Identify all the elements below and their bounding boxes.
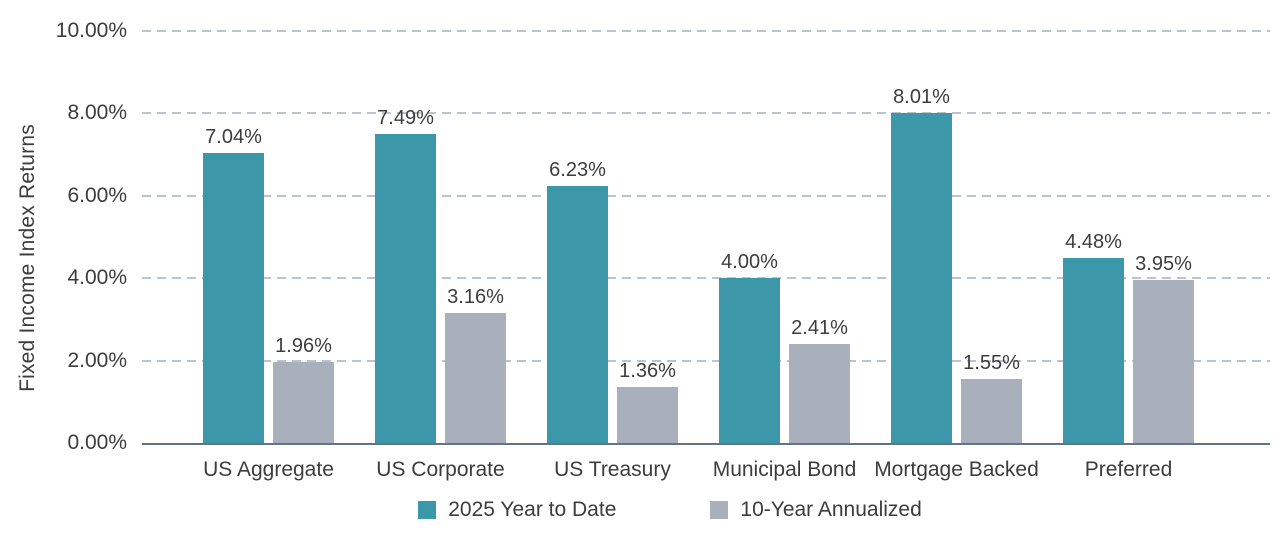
bar-value-label-2025-year-to-date-us-treasury: 6.23%	[549, 159, 606, 181]
legend: 2025 Year to Date 10-Year Annualized	[60, 498, 1280, 522]
bar-value-label-10-year-annualized-us-aggregate: 1.96%	[275, 335, 332, 357]
legend-swatch-teal	[418, 501, 437, 519]
gridline-6-00	[142, 194, 1270, 197]
y-tick-label-8-00: 8.00%	[67, 101, 127, 125]
x-axis-label-preferred: Preferred	[1084, 458, 1173, 481]
bar-value-label-10-year-annualized-preferred: 3.95%	[1135, 253, 1192, 275]
bar-2025-year-to-date-mortgage-backed	[891, 113, 952, 443]
y-tick-label-10-00: 10.00%	[55, 19, 127, 42]
bar-value-label-10-year-annualized-us-treasury: 1.36%	[619, 360, 676, 382]
bar-value-label-10-year-annualized-municipal-bond: 2.41%	[791, 317, 848, 339]
bar-value-label-10-year-annualized-mortgage-backed: 1.55%	[963, 352, 1020, 374]
bar-2025-year-to-date-us-treasury	[547, 186, 608, 443]
legend-label-2025-year-to-date: 2025 Year to Date	[448, 498, 617, 521]
x-axis-label-us-treasury: US Treasury	[554, 458, 671, 481]
bar-10-year-annualized-mortgage-backed	[961, 379, 1022, 443]
bar-value-label-2025-year-to-date-mortgage-backed: 8.01%	[893, 86, 950, 108]
x-axis-label-us-corporate: US Corporate	[376, 458, 505, 481]
bar-10-year-annualized-us-aggregate	[273, 362, 334, 443]
gridline-2-00	[142, 359, 1270, 362]
legend-item-2025-year-to-date: 2025 Year to Date	[418, 498, 616, 522]
bar-10-year-annualized-municipal-bond	[789, 344, 850, 443]
legend-swatch-gray	[710, 501, 729, 519]
bar-value-label-2025-year-to-date-us-corporate: 7.49%	[377, 107, 434, 129]
legend-label-10-year-annualized: 10-Year Annualized	[740, 498, 922, 521]
bar-value-label-2025-year-to-date-preferred: 4.48%	[1065, 231, 1122, 253]
bar-value-label-2025-year-to-date-municipal-bond: 4.00%	[721, 251, 778, 273]
bar-10-year-annualized-preferred	[1133, 280, 1194, 443]
gridline-4-00	[142, 277, 1270, 280]
x-axis-line	[142, 443, 1270, 445]
legend-item-10-year-annualized: 10-Year Annualized	[710, 498, 922, 522]
y-tick-label-0-00: 0.00%	[67, 431, 127, 454]
bar-2025-year-to-date-us-corporate	[375, 134, 436, 443]
bar-10-year-annualized-us-corporate	[445, 313, 506, 443]
x-axis-label-us-aggregate: US Aggregate	[203, 458, 334, 481]
bar-value-label-10-year-annualized-us-corporate: 3.16%	[447, 286, 504, 308]
gridline-8-00	[142, 112, 1270, 115]
x-axis-label-mortgage-backed: Mortgage Backed	[874, 458, 1039, 481]
y-tick-label-2-00: 2.00%	[67, 348, 127, 372]
y-tick-label-4-00: 4.00%	[67, 266, 127, 290]
y-tick-label-6-00: 6.00%	[67, 183, 127, 207]
bar-2025-year-to-date-municipal-bond	[719, 278, 780, 443]
x-axis-label-municipal-bond: Municipal Bond	[712, 458, 857, 481]
bar-value-label-2025-year-to-date-us-aggregate: 7.04%	[205, 126, 262, 148]
bar-10-year-annualized-us-treasury	[617, 387, 678, 443]
bar-2025-year-to-date-us-aggregate	[203, 153, 264, 443]
gridline-10-00	[142, 30, 1270, 32]
bar-2025-year-to-date-preferred	[1063, 258, 1124, 443]
